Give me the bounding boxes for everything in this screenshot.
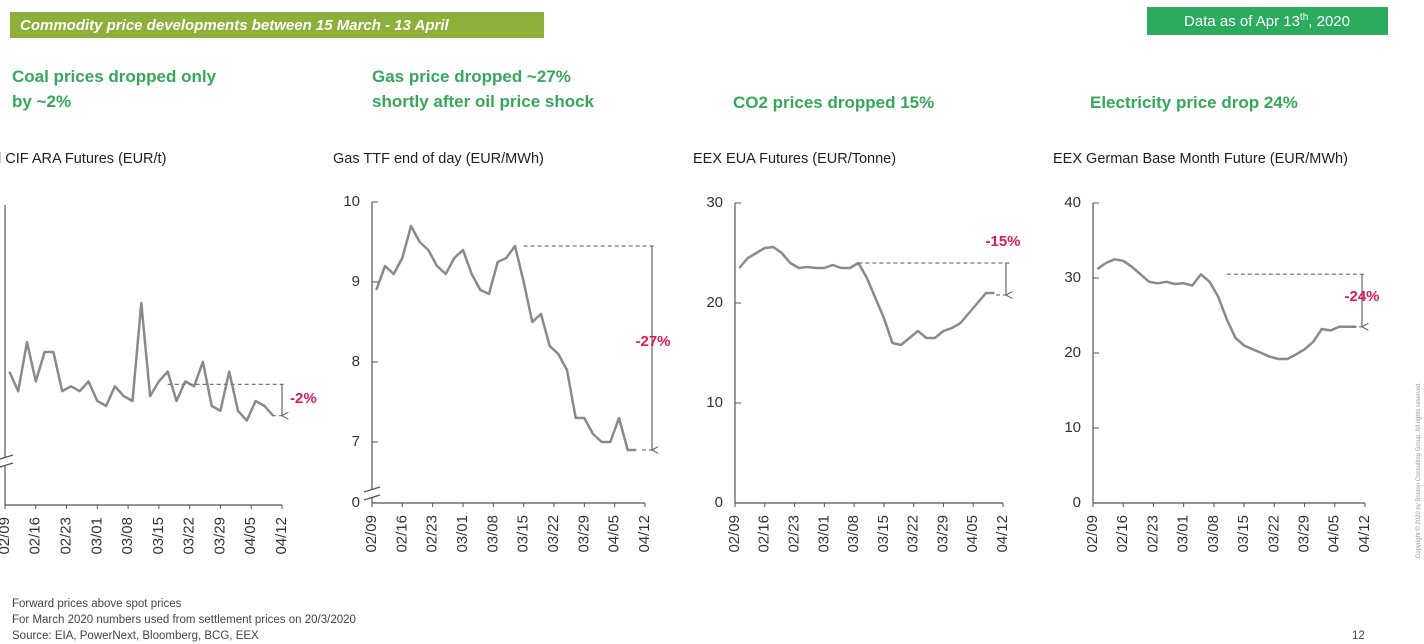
x-tick-label: 03/01 bbox=[1175, 515, 1192, 553]
x-tick-label: 03/22 bbox=[1265, 515, 1282, 553]
x-tick-label: 03/01 bbox=[815, 515, 832, 553]
x-tick-label: 03/29 bbox=[1296, 515, 1313, 553]
headline: shortly after oil price shock bbox=[372, 92, 595, 111]
x-tick-label: 04/05 bbox=[964, 515, 981, 553]
x-tick-label: 03/29 bbox=[934, 515, 951, 553]
x-tick-label: 03/22 bbox=[181, 517, 198, 555]
x-tick-label: 03/08 bbox=[845, 515, 862, 553]
y-tick-label: 40 bbox=[1064, 194, 1081, 211]
headline: Gas price dropped ~27% bbox=[372, 67, 571, 86]
x-tick-label: 03/22 bbox=[905, 515, 922, 553]
price-line bbox=[375, 224, 637, 452]
x-tick-label: 02/23 bbox=[424, 515, 441, 553]
x-tick-label: 02/09 bbox=[1084, 515, 1101, 553]
axis-break bbox=[0, 462, 14, 468]
x-tick-label: 03/29 bbox=[575, 515, 592, 553]
x-tick-label: 03/15 bbox=[150, 517, 167, 555]
x-tick-label: 03/08 bbox=[484, 515, 501, 553]
change-label: -27% bbox=[635, 333, 670, 350]
change-label: -24% bbox=[1344, 288, 1379, 305]
y-tick-label: 0 bbox=[1073, 494, 1081, 511]
x-tick-label: 02/09 bbox=[363, 515, 380, 553]
headline: Coal prices dropped only bbox=[12, 67, 217, 86]
y-tick-label: 0 bbox=[715, 494, 723, 511]
footnote: Source: EIA, PowerNext, Bloomberg, BCG, … bbox=[12, 630, 259, 642]
headline: by ~2% bbox=[12, 92, 71, 111]
x-tick-label: 04/12 bbox=[1356, 515, 1373, 553]
banner bbox=[10, 12, 544, 38]
y-tick-label: 20 bbox=[1064, 344, 1081, 361]
x-tick-label: 02/16 bbox=[27, 517, 44, 555]
x-tick-label: 02/23 bbox=[786, 515, 803, 553]
footnote: Forward prices above spot prices bbox=[12, 598, 182, 610]
y-tick-label: 30 bbox=[706, 194, 723, 211]
y-tick-label: 0 bbox=[352, 494, 360, 511]
y-tick-label: 9 bbox=[352, 273, 360, 290]
x-tick-label: 03/01 bbox=[454, 515, 471, 553]
axis-break bbox=[363, 494, 381, 501]
price-line bbox=[8, 301, 275, 422]
chart-title: EEX EUA Futures (EUR/Tonne) bbox=[693, 151, 896, 167]
chart-title: EEX German Base Month Future (EUR/MWh) bbox=[1053, 151, 1348, 167]
x-tick-label: 02/16 bbox=[756, 515, 773, 553]
y-tick-label: 10 bbox=[706, 394, 723, 411]
as-of-year: , 2020 bbox=[1308, 13, 1350, 30]
x-tick-label: 04/05 bbox=[606, 515, 623, 553]
x-tick-label: 02/23 bbox=[58, 517, 75, 555]
page-number: 12 bbox=[1352, 630, 1365, 642]
as-of: Data as of Apr 13 bbox=[1184, 13, 1300, 30]
as-of-box bbox=[1147, 7, 1388, 35]
x-tick-label: 02/09 bbox=[726, 515, 743, 553]
y-tick-label: 8 bbox=[352, 353, 360, 370]
as-of-text: Data as of Apr 13th, 2020 bbox=[1184, 12, 1350, 30]
x-tick-label: 03/15 bbox=[875, 515, 892, 553]
axis-break bbox=[0, 454, 14, 460]
x-tick-label: 02/16 bbox=[1114, 515, 1131, 553]
x-tick-label: 03/08 bbox=[119, 517, 136, 555]
x-tick-label: 04/12 bbox=[273, 517, 290, 555]
copyright: Copyright © 2020 by Boston Consulting Gr… bbox=[1415, 382, 1422, 559]
x-tick-label: 03/01 bbox=[88, 517, 105, 555]
x-tick-label: 04/05 bbox=[1326, 515, 1343, 553]
y-tick-label: 10 bbox=[343, 193, 360, 210]
x-tick-label: 04/05 bbox=[242, 517, 259, 555]
x-tick-label: 02/09 bbox=[0, 517, 13, 555]
headline: CO2 prices dropped 15% bbox=[733, 93, 934, 112]
headline: Electricity price drop 24% bbox=[1090, 93, 1298, 112]
price-line bbox=[1096, 258, 1357, 361]
x-tick-label: 02/16 bbox=[393, 515, 410, 553]
x-tick-label: 04/12 bbox=[994, 515, 1011, 553]
chart-title: Gas TTF end of day (EUR/MWh) bbox=[333, 151, 544, 167]
axis-break bbox=[363, 486, 381, 493]
chart-title: l CIF ARA Futures (EUR/t) bbox=[0, 151, 166, 167]
y-tick-label: 7 bbox=[352, 433, 360, 450]
x-tick-label: 03/15 bbox=[1235, 515, 1252, 553]
x-tick-label: 03/08 bbox=[1205, 515, 1222, 553]
price-line bbox=[738, 245, 995, 347]
footnote: For March 2020 numbers used from settlem… bbox=[12, 614, 356, 626]
banner-text: Commodity price developments between 15 … bbox=[20, 17, 450, 34]
y-tick-label: 20 bbox=[706, 294, 723, 311]
x-tick-label: 03/29 bbox=[211, 517, 228, 555]
change-label: -2% bbox=[290, 390, 317, 407]
x-tick-label: 02/23 bbox=[1144, 515, 1161, 553]
as-of-sup: th bbox=[1300, 12, 1308, 23]
x-tick-label: 04/12 bbox=[636, 515, 653, 553]
x-tick-label: 03/22 bbox=[545, 515, 562, 553]
x-tick-label: 03/15 bbox=[515, 515, 532, 553]
y-tick-label: 30 bbox=[1064, 269, 1081, 286]
change-label: -15% bbox=[985, 233, 1020, 250]
y-tick-label: 10 bbox=[1064, 419, 1081, 436]
